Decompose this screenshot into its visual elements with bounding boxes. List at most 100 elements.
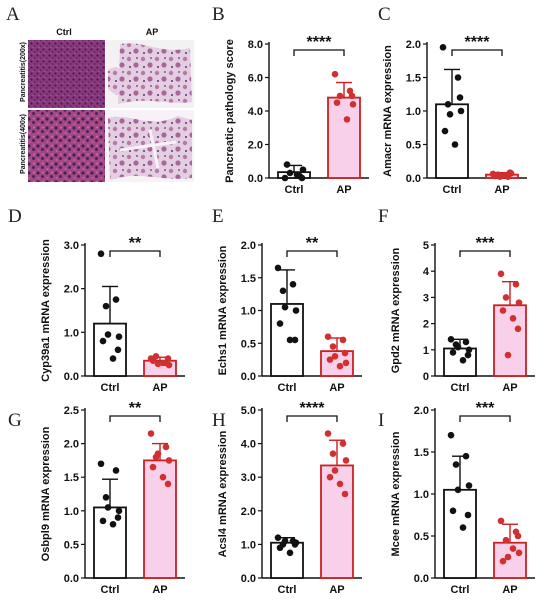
- y-tick-label-g: 2.5: [64, 405, 79, 417]
- chart-panel-c: C Amacr mRNA expression 0.0 0.5 1.0 1.5 2.0 Ctr…: [378, 4, 527, 196]
- histology-ap-200x-tissue: [118, 43, 192, 104]
- data-point-g: [165, 457, 173, 464]
- y-tick-label-d: 2.0: [64, 284, 79, 296]
- significance-label-g: **: [129, 400, 142, 417]
- y-tick-label-i: 1.0: [414, 489, 429, 501]
- x-tick-label-f: AP: [502, 382, 517, 394]
- data-point-i: [465, 482, 473, 489]
- y-tick-label-d: 0.0: [64, 371, 79, 383]
- data-point-c: [496, 173, 504, 180]
- y-tick-label-f: 3: [423, 292, 429, 304]
- data-point-d: [102, 302, 110, 310]
- data-point-i: [515, 549, 523, 557]
- data-point-f: [499, 307, 507, 314]
- data-point-e: [339, 336, 347, 344]
- data-point-i: [502, 536, 510, 544]
- data-point-c: [441, 127, 449, 135]
- significance-bracket-h: [286, 415, 338, 422]
- data-point-d: [154, 360, 162, 368]
- data-point-i: [514, 532, 522, 540]
- y-tick-label-f: 1: [423, 345, 429, 357]
- bar-b-ap: [327, 96, 361, 179]
- data-point-c: [454, 74, 462, 81]
- data-point-g: [149, 463, 157, 471]
- data-point-e: [326, 356, 334, 363]
- y-axis-label-c: Amacr mRNA expression: [382, 45, 394, 177]
- data-point-e: [329, 343, 337, 350]
- data-point-g: [104, 504, 112, 511]
- y-tick-label-c: 1.5: [406, 73, 421, 85]
- y-tick-label-e: 1.0: [241, 306, 256, 318]
- y-tick-label-e: 2.0: [241, 240, 256, 252]
- data-point-i: [462, 452, 470, 460]
- panel-letter-f: F: [378, 206, 389, 227]
- data-point-c: [491, 172, 499, 180]
- significance-label-b: ****: [307, 34, 333, 51]
- x-tick-label-b: AP: [336, 184, 351, 196]
- data-point-f: [465, 346, 473, 354]
- data-point-c: [444, 101, 452, 108]
- bar-h-ctrl: [270, 541, 304, 579]
- data-point-h: [276, 544, 284, 552]
- data-point-d: [115, 333, 123, 341]
- y-tick-label-f: 2: [423, 319, 429, 331]
- significance-label-i: ***: [476, 400, 495, 417]
- chart-panel-i: I Mcee mRNA expression 0.0 0.5 1.0 1.5 2.0 Ctrl…: [378, 400, 535, 596]
- x-tick-label-e: Ctrl: [278, 382, 297, 394]
- y-axis-label-h: Acsl4 mRNA expression: [217, 430, 229, 557]
- histology-ctrl-400x-image: [28, 110, 105, 182]
- data-point-c: [451, 141, 459, 148]
- data-point-g: [154, 450, 162, 457]
- data-point-h: [291, 541, 299, 548]
- histology-col-ap: AP: [146, 27, 159, 37]
- data-point-h: [286, 549, 294, 557]
- panel-letter-i: I: [378, 410, 384, 431]
- data-point-f: [509, 315, 517, 322]
- bar-f-ctrl: [443, 347, 477, 377]
- data-point-f: [447, 336, 455, 343]
- data-point-f: [512, 281, 520, 288]
- data-point-c: [439, 44, 447, 51]
- y-axis-label-b: Pancreatic pathology score: [224, 39, 236, 183]
- data-point-e: [289, 281, 297, 288]
- data-point-b: [299, 166, 307, 173]
- data-point-d: [165, 361, 173, 369]
- data-point-f: [504, 351, 512, 359]
- x-tick-label-i: AP: [502, 584, 517, 596]
- x-tick-label-c: Ctrl: [443, 184, 462, 196]
- bar-i-ctrl: [443, 488, 477, 579]
- data-point-d: [109, 355, 117, 362]
- panel-letter-h: H: [212, 410, 226, 431]
- data-point-f: [515, 299, 523, 306]
- significance-label-f: ***: [476, 235, 495, 252]
- panel-letter-c: C: [378, 4, 391, 25]
- data-point-b: [348, 92, 356, 100]
- significance-label-d: **: [129, 235, 142, 252]
- data-point-e: [292, 307, 300, 314]
- data-point-i: [497, 517, 505, 525]
- y-tick-label-i: 2.0: [414, 405, 429, 417]
- data-point-h: [281, 537, 289, 545]
- y-axis-label-i: Mcee mRNA expression: [390, 431, 402, 556]
- significance-bracket-e: [286, 250, 338, 257]
- panel-letter-e: E: [212, 206, 224, 227]
- chart-panel-f: F Gpd2 mRNA expression 0 1 2 3 4 5 Ctrl AP ***: [378, 206, 535, 394]
- x-tick-label-e: AP: [329, 382, 344, 394]
- y-tick-label-d: 3.0: [64, 240, 79, 252]
- y-tick-label-f: 4: [423, 266, 430, 278]
- data-point-e: [291, 336, 299, 344]
- data-point-b: [293, 171, 301, 178]
- significance-label-c: ****: [465, 34, 491, 51]
- data-point-f: [459, 356, 467, 364]
- data-point-d: [97, 250, 105, 258]
- y-tick-label-b: 0.0: [248, 173, 263, 185]
- chart-panel-d: D Cyp39a1 mRNA expression 0.0 1.0 2.0 3.0 Ctrl…: [8, 206, 185, 394]
- data-point-i: [464, 511, 472, 519]
- y-tick-label-h: 2.0: [241, 506, 256, 518]
- x-tick-label-f: Ctrl: [451, 382, 470, 394]
- x-tick-label-g: AP: [152, 584, 167, 596]
- chart-panel-b: B Pancreatic pathology score 0.0 2.0 4.0 6.0 8…: [212, 4, 369, 196]
- data-point-f: [464, 351, 472, 359]
- x-tick-label-h: AP: [329, 584, 344, 596]
